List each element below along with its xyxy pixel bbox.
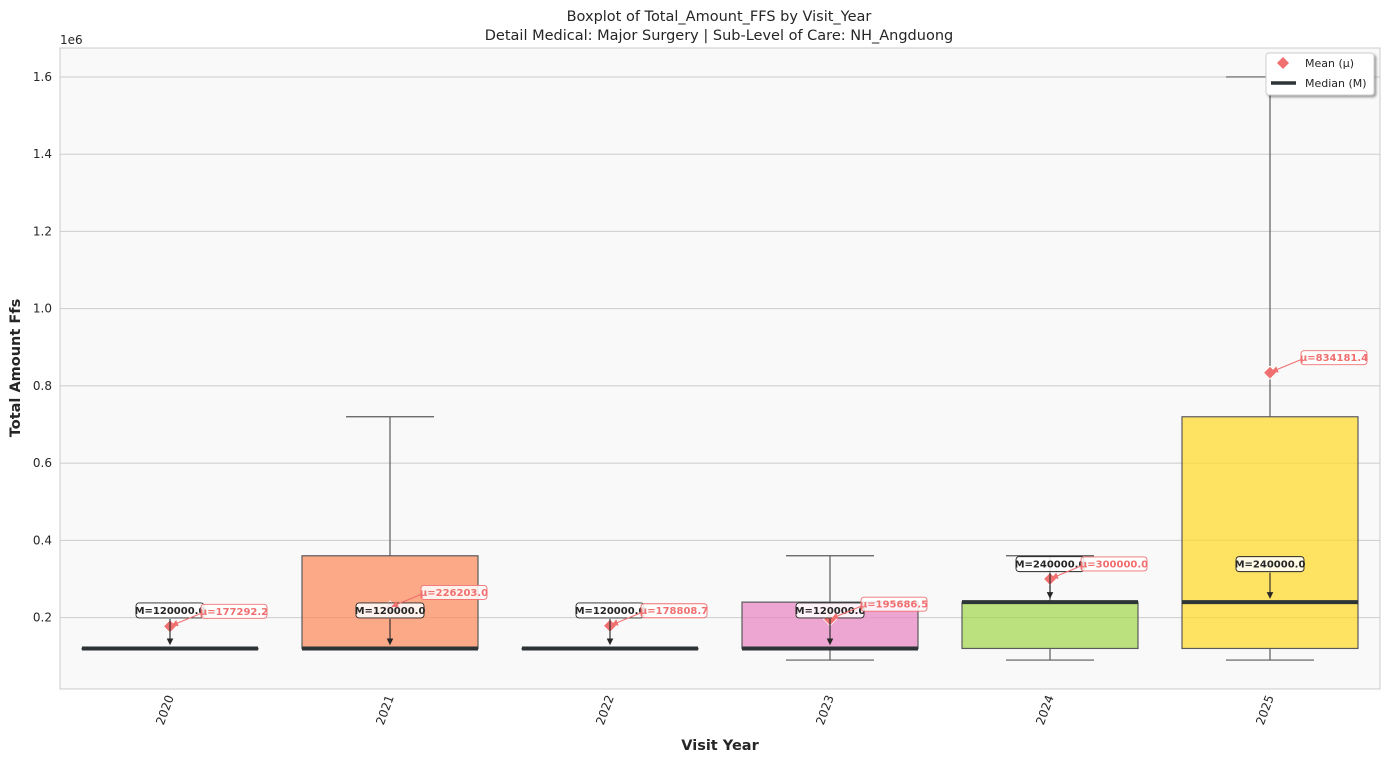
- y-offset-label: 1e6: [60, 33, 83, 47]
- median-label: M=240000.0: [1235, 560, 1306, 571]
- median-label: M=240000.0: [1015, 560, 1086, 571]
- legend: Mean (μ) Median (M): [1265, 52, 1375, 96]
- mean-arrow: [391, 593, 422, 608]
- y-tick-label: 0.8: [33, 379, 52, 393]
- x-tick-label: 2024: [1033, 693, 1057, 726]
- box-2024: M=240000.0μ=300000.0: [961, 555, 1148, 661]
- mean-label-box: [200, 603, 268, 619]
- chart-title: Boxplot of Total_Amount_FFS by Visit_Yea…: [567, 9, 872, 25]
- box-2022: M=120000.0μ=178808.7: [521, 602, 708, 651]
- y-tick-label: 0.4: [33, 533, 52, 547]
- chart-subtitle: Detail Medical: Major Surgery | Sub-Leve…: [485, 28, 953, 44]
- mean-label-box: [860, 596, 928, 612]
- mean-label: μ=226203.0: [420, 588, 488, 599]
- x-tick-label: 2020: [153, 693, 177, 726]
- y-tick-label: 1.4: [33, 147, 52, 161]
- mean-label: μ=177292.2: [200, 607, 268, 618]
- mean-label: μ=195686.5: [860, 600, 928, 611]
- box-2021: M=120000.0 μ=226203.0: [301, 416, 488, 651]
- x-axis-ticks: 2020 2021 2022 2023 2024 2025: [153, 693, 1277, 726]
- y-tick-label: 1.0: [33, 302, 52, 316]
- legend-mean-marker: [1277, 57, 1289, 69]
- mean-label-box: [640, 603, 708, 619]
- median-label: M=120000.0: [135, 606, 206, 617]
- mean-label-box: [1080, 556, 1148, 572]
- box-2023: M=120000.0μ=195686.5: [741, 555, 928, 661]
- mean-label: μ=178808.7: [640, 606, 708, 617]
- box-body: [1181, 416, 1359, 650]
- median-label: M=120000.0: [355, 606, 426, 617]
- mean-arrow: [1271, 359, 1302, 373]
- x-tick-label: 2021: [373, 693, 397, 726]
- mean-arrow: [1051, 565, 1082, 579]
- box-body: [961, 601, 1139, 650]
- box-2025: M=240000.0 μ=834181.4: [1181, 76, 1368, 661]
- x-tick-label: 2023: [813, 693, 837, 726]
- boxes: M=120000.0μ=177292.2 M=120000.0μ=226203.0…: [81, 76, 1368, 661]
- median-label: M=120000.0: [575, 606, 646, 617]
- median-label-box: [355, 602, 425, 619]
- y-axis-ticks: 0.2 0.4 0.6 0.8 1.0 1.2 1.4 1.6: [33, 70, 52, 625]
- y-tick-label: 1.2: [33, 224, 52, 238]
- y-tick-label: 1.6: [33, 70, 52, 84]
- mean-label: μ=834181.4: [1300, 353, 1368, 364]
- plot-area: [59, 47, 1381, 690]
- y-axis-label: Total Amount Ffs: [8, 299, 24, 437]
- box-2020: M=120000.0μ=177292.2: [81, 602, 268, 651]
- mean-arrow: [831, 605, 862, 620]
- x-axis-label: Visit Year: [681, 738, 759, 754]
- mean-label: μ=300000.0: [1080, 559, 1148, 570]
- mean-label-box: [1300, 350, 1368, 366]
- x-tick-label: 2025: [1253, 693, 1277, 726]
- y-tick-label: 0.6: [33, 456, 52, 470]
- mean-arrow: [171, 612, 202, 627]
- legend-median-label: Median (M): [1305, 77, 1367, 90]
- mean-label-box: [420, 584, 488, 600]
- legend-mean-label: Mean (μ): [1305, 57, 1354, 70]
- x-tick-label: 2022: [593, 693, 617, 726]
- grid-lines: [60, 76, 1380, 619]
- median-label: M=120000.0: [795, 606, 866, 617]
- mean-arrow: [611, 612, 642, 626]
- median-label-box: [1235, 556, 1305, 573]
- y-tick-label: 0.2: [33, 611, 52, 625]
